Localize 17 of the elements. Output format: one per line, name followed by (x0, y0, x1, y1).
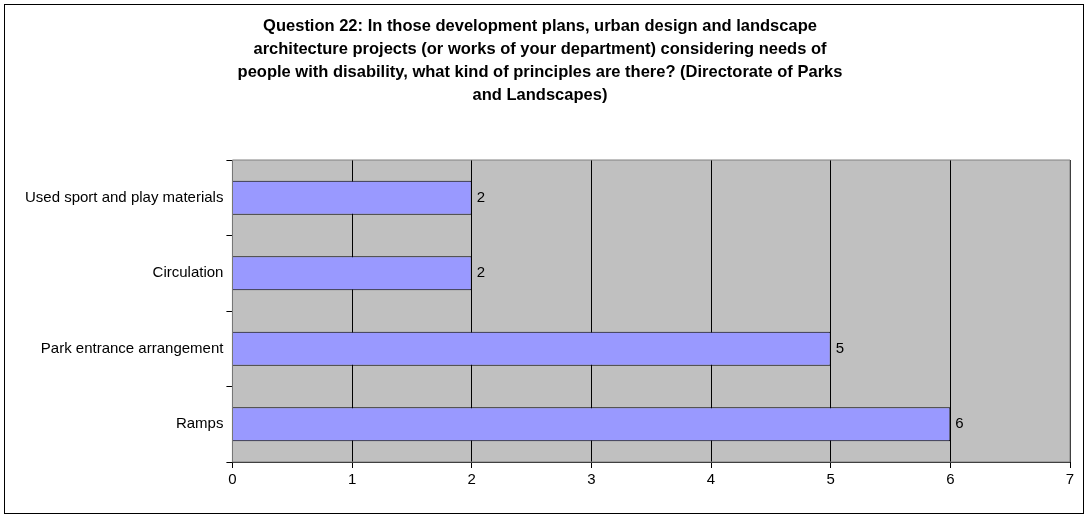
data-label: 2 (476, 187, 486, 205)
y-tick-label: Used sport and play materials (24, 187, 224, 205)
y-tick-label: Park entrance arrangement (40, 338, 225, 356)
chart-title: Question 22: In those development plans, urban design and landscape architecture projects (or works of your department) considering needs of people with disability, what kind of principles are there? (Directorate of Parks and Landscapes) (236, 15, 844, 105)
y-tick-label: Circulation (152, 263, 224, 281)
data-label: 2 (476, 263, 486, 281)
x-tick-label: 6 (946, 470, 955, 488)
x-tick-label: 0 (228, 470, 237, 488)
x-tick-label: 2 (467, 470, 476, 488)
y-tick-label: Ramps (175, 414, 224, 432)
x-tick-label: 7 (1065, 470, 1075, 488)
x-tick-label: 4 (706, 470, 716, 488)
x-tick-label: 5 (826, 470, 835, 488)
data-label: 5 (835, 338, 845, 356)
x-tick-label: 1 (347, 470, 357, 488)
x-tick-label: 3 (587, 470, 596, 488)
data-label: 6 (955, 414, 964, 432)
